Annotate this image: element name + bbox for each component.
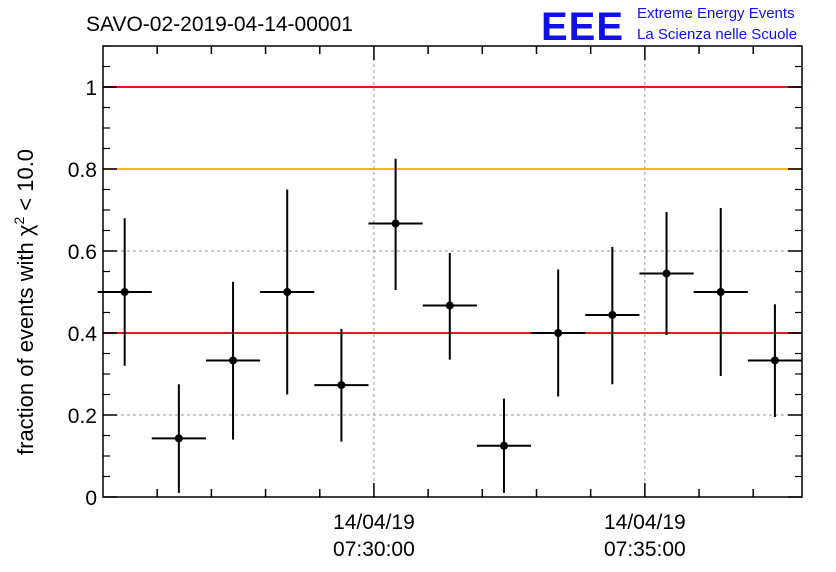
y-tick-label-1: 0.2 [68, 405, 97, 428]
y-tick-label-2: 0.4 [68, 323, 98, 346]
point-marker-0 [120, 288, 129, 296]
x-tick-label-time-0: 07:30:00 [333, 538, 415, 561]
y-axis-title-suffix: < 10.0 [13, 149, 38, 211]
x-tick-label-time-1: 07:35:00 [604, 538, 686, 561]
point-marker-6 [445, 301, 454, 310]
point-marker-3 [283, 288, 292, 296]
y-tick-label-5: 1 [85, 77, 97, 100]
data-point-12 [747, 304, 802, 418]
x-tick-labels: 14/04/19 07:30:00 14/04/19 07:35:00 [333, 511, 686, 561]
point-marker-2 [229, 356, 238, 365]
data-point-5 [368, 158, 423, 290]
data-point-2 [205, 281, 261, 440]
data-point-3 [260, 189, 315, 395]
data-point-11 [693, 207, 748, 377]
point-marker-8 [554, 329, 563, 337]
x-tick-label-date-1: 14/04/19 [604, 511, 686, 534]
y-tick-label-0: 0 [85, 487, 97, 510]
data-point-7 [476, 398, 532, 493]
reference-lines [103, 86, 802, 334]
y-tick-labels: 0 0.2 0.4 0.6 0.8 1 [68, 77, 98, 510]
point-marker-10 [662, 269, 671, 278]
data-point-9 [585, 246, 640, 385]
y-tick-label-3: 0.6 [68, 241, 97, 264]
point-marker-9 [608, 310, 617, 319]
eee-logo: EEE Extreme Energy Events La Scienza nel… [541, 5, 797, 49]
data-point-8 [531, 269, 586, 397]
axes [102, 45, 803, 498]
data-points [97, 158, 802, 493]
y-axis-title-prefix: fraction of events with [13, 242, 38, 455]
data-point-6 [422, 253, 477, 360]
y-tick-label-4: 0.8 [68, 159, 97, 182]
data-point-1 [151, 384, 206, 493]
data-point-10 [639, 212, 694, 336]
logo-line-2: La Scienza nelle Scuole [637, 26, 797, 43]
y-axis-title: fraction of events with χ2 < 10.0 [11, 149, 38, 455]
point-marker-5 [391, 219, 400, 228]
plot-frame [102, 45, 803, 498]
y-axis-title-symbol: χ [13, 224, 38, 236]
point-marker-1 [174, 434, 183, 443]
point-marker-12 [770, 356, 779, 365]
chart-title: SAVO-02-2019-04-14-00001 [86, 13, 353, 36]
grid [103, 46, 802, 497]
y-axis-title-sup: 2 [11, 217, 27, 225]
logo-mark: EEE [541, 5, 624, 49]
point-marker-11 [716, 288, 725, 296]
point-marker-4 [337, 381, 346, 390]
data-point-4 [314, 328, 369, 442]
point-marker-7 [499, 441, 508, 450]
x-tick-label-date-0: 14/04/19 [333, 511, 415, 534]
logo-line-1: Extreme Energy Events [637, 5, 795, 22]
